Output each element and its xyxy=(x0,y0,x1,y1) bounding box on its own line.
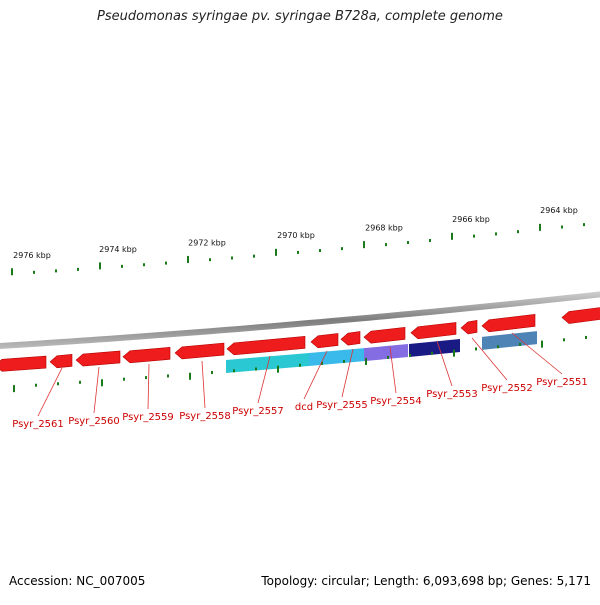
gene-arrow xyxy=(122,346,171,364)
label-leader xyxy=(471,337,508,381)
gene-arrow xyxy=(561,307,600,324)
gene-label-psyr-2561: Psyr_2561 xyxy=(12,419,64,430)
feature-bar xyxy=(226,353,309,373)
label-leader xyxy=(147,363,150,410)
label-leader xyxy=(201,360,206,409)
feature-bar xyxy=(482,331,537,350)
gene-label-psyr-2557: Psyr_2557 xyxy=(232,406,284,417)
ruler-ticks-bottom xyxy=(13,335,587,393)
feature-bar xyxy=(364,344,408,362)
gene-arrow xyxy=(174,342,225,360)
label-leader xyxy=(341,348,354,398)
gene-label-dcd: dcd xyxy=(295,402,313,413)
backbone-band xyxy=(0,291,600,349)
genome-backbone xyxy=(0,291,600,349)
ruler-label: 2964 kbp xyxy=(540,206,578,215)
gene-label-psyr-2551: Psyr_2551 xyxy=(536,377,588,388)
feature-bar xyxy=(309,350,340,367)
ruler-label: 2968 kbp xyxy=(365,223,403,232)
ruler-label: 2970 kbp xyxy=(277,231,315,240)
accession-label: Accession: NC_007005 xyxy=(9,574,146,588)
gene-label-psyr-2559: Psyr_2559 xyxy=(122,412,174,423)
ruler-label: 2972 kbp xyxy=(188,238,226,247)
label-leader xyxy=(37,367,63,417)
gene-arrow xyxy=(481,314,536,333)
feature-bar xyxy=(340,348,364,364)
gene-arrow xyxy=(410,322,457,340)
gene-arrow xyxy=(340,331,361,346)
genome-summary: Topology: circular; Length: 6,093,698 bp… xyxy=(261,574,591,588)
ruler-label: 2976 kbp xyxy=(13,251,51,260)
ruler-labels: 2976 kbp 2974 kbp 2972 kbp 2970 kbp 2968 kbp… xyxy=(13,206,578,260)
ruler-label: 2974 kbp xyxy=(99,245,137,254)
label-leader xyxy=(303,350,328,400)
gene-arrow xyxy=(75,350,121,367)
label-leader xyxy=(257,355,271,404)
gene-arrow xyxy=(226,336,306,356)
gene-label-psyr-2552: Psyr_2552 xyxy=(481,383,533,394)
label-leader xyxy=(511,332,563,375)
gene-labels: Psyr_2561 Psyr_2560 Psyr_2559 Psyr_2558 Psyr… xyxy=(12,332,588,430)
label-leader xyxy=(93,366,100,414)
gene-label-psyr-2560: Psyr_2560 xyxy=(68,416,120,427)
gene-arrow xyxy=(310,333,339,349)
gene-arrows xyxy=(0,307,600,372)
ruler-label: 2966 kbp xyxy=(452,215,490,224)
gene-arrow xyxy=(0,355,47,372)
ruler-ticks-top xyxy=(11,223,585,276)
feature-bar xyxy=(409,339,460,357)
gene-arrow xyxy=(363,326,406,344)
gene-label-psyr-2555: Psyr_2555 xyxy=(316,400,368,411)
gene-arrow xyxy=(49,353,73,369)
label-leader xyxy=(436,340,453,387)
gene-label-psyr-2553: Psyr_2553 xyxy=(426,389,478,400)
feature-bars xyxy=(226,331,537,373)
gene-label-psyr-2558: Psyr_2558 xyxy=(179,411,231,422)
gene-label-psyr-2554: Psyr_2554 xyxy=(370,396,422,407)
label-leader xyxy=(389,346,397,394)
genome-title: Pseudomonas syringae pv. syringae B728a,… xyxy=(97,9,503,24)
gene-arrow xyxy=(460,319,478,335)
